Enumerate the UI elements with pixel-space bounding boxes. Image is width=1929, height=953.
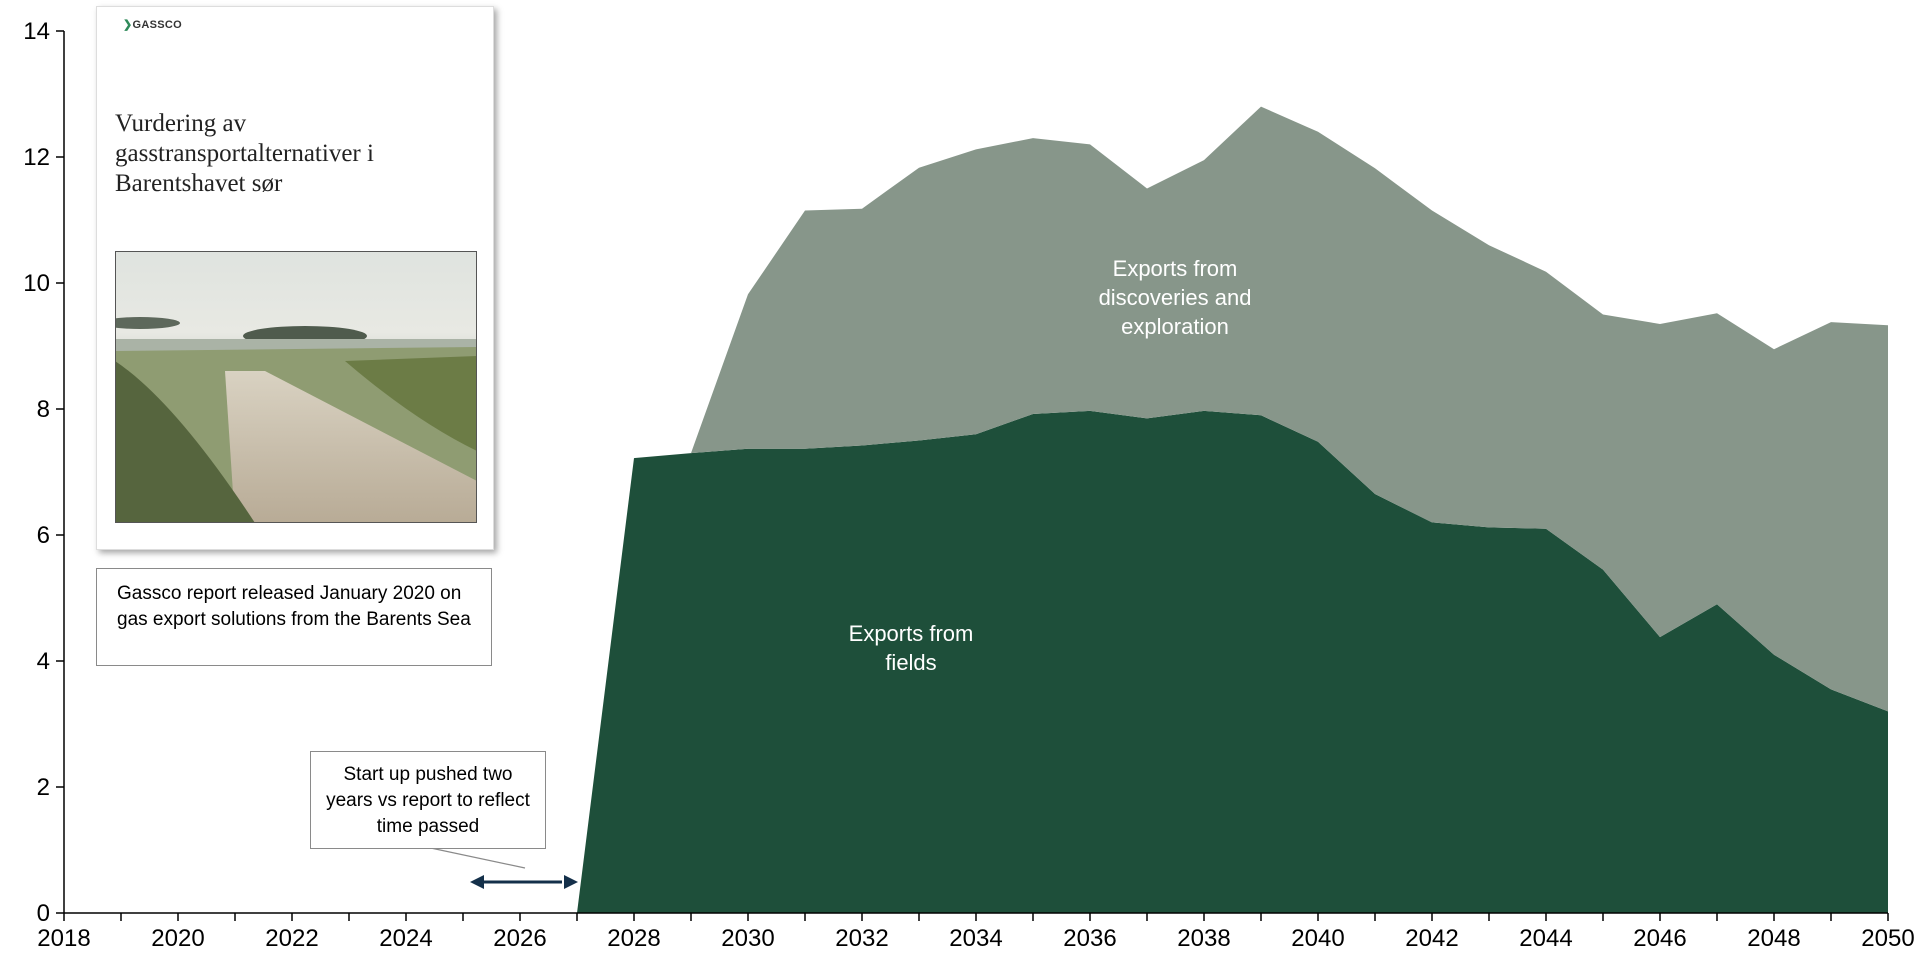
x-tick-label: 2050 [1861, 925, 1914, 952]
y-tick-label: 10 [23, 270, 50, 297]
y-tick-label: 2 [37, 774, 50, 801]
areas [577, 106, 1888, 913]
x-tick-label: 2020 [151, 925, 204, 952]
x-tick-label: 2038 [1177, 925, 1230, 952]
annotation-leader [425, 846, 526, 869]
x-tick-label: 2040 [1291, 925, 1344, 952]
annotation: Start up pushed two years vs report to r… [326, 764, 530, 837]
report-caption: Gassco report released January 2020 on g… [117, 583, 471, 630]
x-tick-label: 2024 [379, 925, 432, 952]
y-tick-label: 6 [37, 522, 50, 549]
area [691, 106, 1888, 712]
report-photo [115, 251, 477, 523]
x-tick-label: 2044 [1519, 925, 1572, 952]
logo-text: GASSCO [132, 19, 183, 31]
series-label: Exports from fields [848, 621, 974, 675]
report-logo: ❯GASSCO [123, 19, 183, 31]
x-tick-label: 2026 [493, 925, 546, 952]
x-tick-label: 2048 [1747, 925, 1800, 952]
x-tick-label: 2022 [265, 925, 318, 952]
area [577, 410, 1888, 913]
arrow [470, 875, 578, 889]
x-tick-label: 2034 [949, 925, 1002, 952]
x-tick-label: 2036 [1063, 925, 1116, 952]
y-tick-label: 8 [37, 396, 50, 423]
x-tick-label: 2032 [835, 925, 888, 952]
annotation-box: Start up pushed two years vs report to r… [310, 751, 546, 849]
x-tick-label: 2030 [721, 925, 774, 952]
y-tick-label: 12 [23, 144, 50, 171]
x-tick-label: 2042 [1405, 925, 1458, 952]
y-tick-label: 0 [37, 900, 50, 927]
report-cover: ❯GASSCO Vurdering av gasstransportaltern… [96, 6, 494, 550]
x-tick-label: 2046 [1633, 925, 1686, 952]
y-tick-label: 14 [23, 18, 50, 45]
x-tick-label: 2028 [607, 925, 660, 952]
series-label: Exports from discoveries and exploration [1098, 256, 1252, 339]
report-title: Vurdering av gasstransportalternativer i… [115, 110, 374, 197]
x-tick-label: 2018 [37, 925, 90, 952]
report-caption-box: Gassco report released January 2020 on g… [96, 568, 492, 666]
y-tick-label: 4 [37, 648, 50, 675]
